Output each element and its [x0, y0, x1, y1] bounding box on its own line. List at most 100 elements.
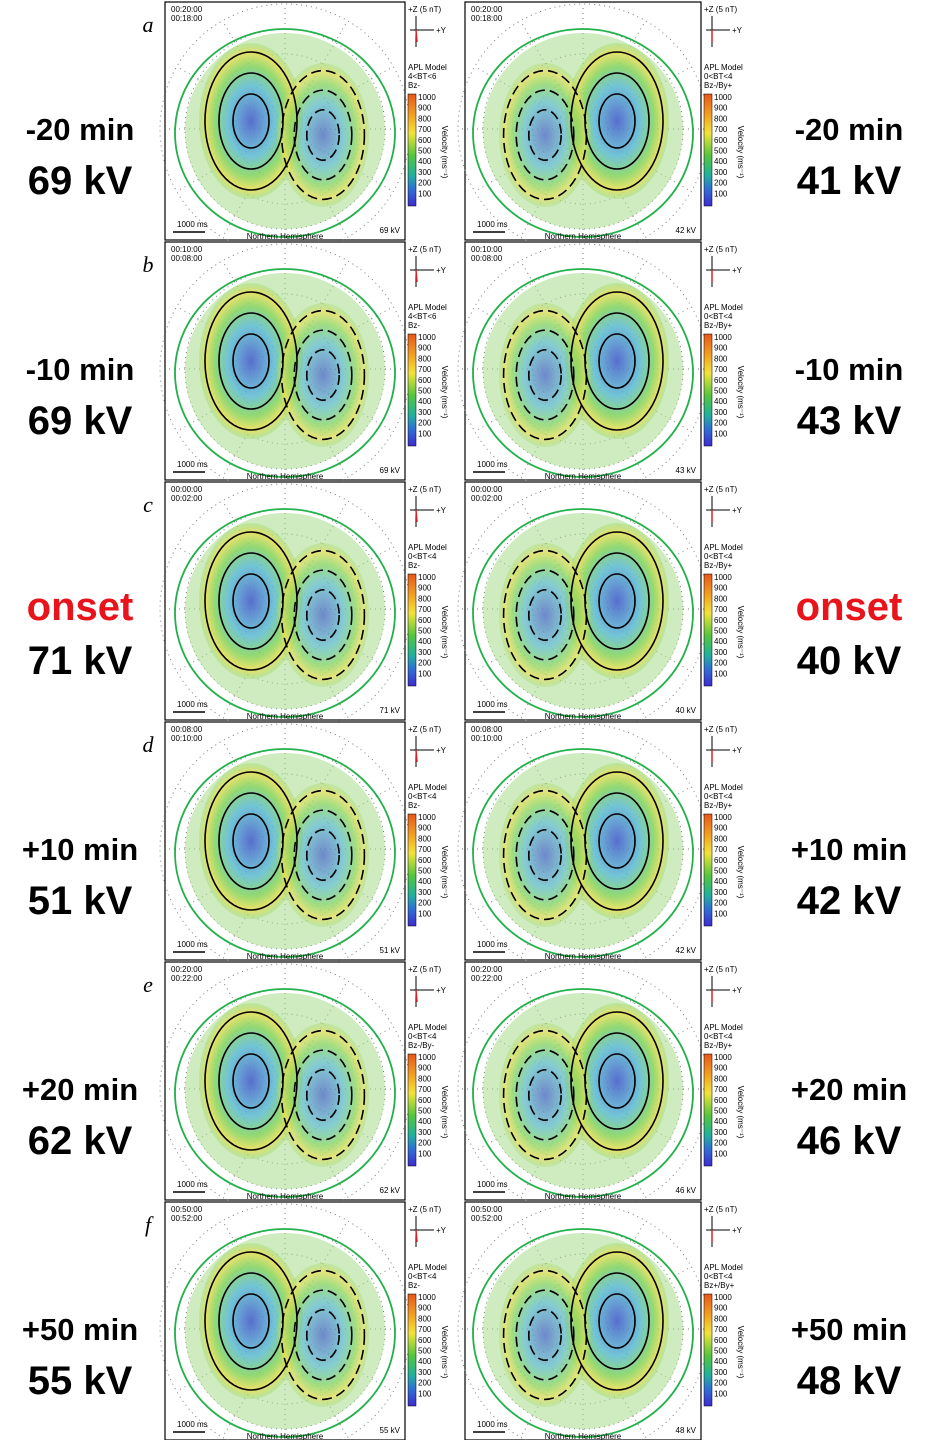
- colorbar: [408, 814, 416, 926]
- colorbar-tick: 800: [714, 594, 728, 603]
- time-start: 00:20:00: [171, 5, 203, 14]
- time-label: -10 min: [795, 352, 904, 387]
- colorbar-tick: 400: [418, 1357, 432, 1366]
- potential-inner: 69 kV: [380, 466, 401, 475]
- colorbar-tick: 100: [418, 1389, 432, 1398]
- imf-vector: [416, 1230, 417, 1242]
- colorbar-tick: 700: [714, 605, 728, 614]
- scale-label: 1000 ms: [477, 460, 508, 469]
- panel-letter: d: [143, 732, 155, 757]
- colorbar-title: Velocity (ms⁻¹): [736, 1326, 745, 1379]
- colorbar-tick: 600: [714, 856, 728, 865]
- time-start: 00:00:00: [171, 485, 203, 494]
- colorbar-tick: 200: [714, 899, 728, 908]
- colorbar-tick: 1000: [418, 573, 436, 582]
- imf-condition: Bz-: [408, 81, 420, 90]
- colorbar-tick: 300: [418, 408, 432, 417]
- colorbar-tick: 400: [418, 637, 432, 646]
- imf-condition: Bz-: [408, 321, 420, 330]
- time-start: 00:50:00: [171, 1205, 203, 1214]
- hemisphere: Northern Hemisphere: [545, 472, 622, 481]
- colorbar: [408, 574, 416, 686]
- colorbar-tick: 800: [714, 114, 728, 123]
- bt-range: 0<BT<4: [704, 1272, 733, 1281]
- hemisphere: Northern Hemisphere: [247, 1192, 324, 1201]
- colorbar-tick: 600: [418, 616, 432, 625]
- colorbar-tick: 1000: [418, 93, 436, 102]
- colorbar: [408, 1054, 416, 1166]
- hemisphere: Northern Hemisphere: [247, 232, 324, 241]
- imf-z: +Z (5 nT): [704, 485, 737, 494]
- colorbar-tick: 300: [418, 1368, 432, 1377]
- colorbar-tick: 500: [418, 1347, 432, 1356]
- colorbar-tick: 200: [418, 1379, 432, 1388]
- colorbar-tick: 100: [714, 1389, 728, 1398]
- colorbar-tick: 900: [714, 584, 728, 593]
- potential-inner: 55 kV: [380, 1426, 401, 1435]
- imf-y: +Y: [732, 506, 743, 515]
- imf-y: +Y: [436, 986, 447, 995]
- colorbar-tick: 1000: [418, 1053, 436, 1062]
- imf-y: +Y: [732, 1226, 743, 1235]
- colorbar-tick: 1000: [714, 813, 732, 822]
- colorbar-tick: 1000: [714, 93, 732, 102]
- potential-label: 48 kV: [797, 1359, 902, 1403]
- panel-letter: f: [145, 1212, 154, 1237]
- scale-label: 1000 ms: [477, 700, 508, 709]
- colorbar-tick: 500: [714, 1347, 728, 1356]
- colorbar-tick: 200: [418, 659, 432, 668]
- colorbar-tick: 200: [418, 1139, 432, 1148]
- imf-vector: [416, 990, 417, 1002]
- colorbar-tick: 100: [714, 1149, 728, 1158]
- colorbar-tick: 400: [714, 1357, 728, 1366]
- figure: a00:20:0000:18:001000 msNorthern Hemisph…: [0, 0, 938, 1440]
- time-end: 00:10:00: [471, 734, 503, 743]
- colorbar: [408, 94, 416, 206]
- colorbar-tick: 800: [418, 114, 432, 123]
- colorbar-tick: 800: [418, 1074, 432, 1083]
- colorbar-title: Velocity (ms⁻¹): [736, 846, 745, 899]
- colorbar-tick: 500: [418, 1107, 432, 1116]
- time-start: 00:20:00: [471, 5, 503, 14]
- scale-label: 1000 ms: [177, 1420, 208, 1429]
- imf-condition: Bz-/By-: [408, 1041, 435, 1050]
- colorbar-tick: 500: [714, 627, 728, 636]
- time-start: 00:10:00: [171, 245, 203, 254]
- colorbar-tick: 300: [714, 408, 728, 417]
- time-end: 00:22:00: [471, 974, 503, 983]
- colorbar-tick: 300: [714, 168, 728, 177]
- potential-inner: 43 kV: [676, 466, 697, 475]
- imf-z: +Z (5 nT): [704, 1205, 737, 1214]
- imf-z: +Z (5 nT): [408, 245, 441, 254]
- time-end: 00:52:00: [471, 1214, 503, 1223]
- colorbar-tick: 1000: [714, 573, 732, 582]
- model: APL Model: [408, 543, 447, 552]
- scale-label: 1000 ms: [177, 460, 208, 469]
- colorbar-tick: 100: [418, 909, 432, 918]
- colorbar-tick: 200: [714, 1379, 728, 1388]
- colorbar-tick: 300: [418, 648, 432, 657]
- colorbar-tick: 400: [418, 397, 432, 406]
- colorbar-tick: 700: [714, 845, 728, 854]
- potential-inner: 62 kV: [380, 1186, 401, 1195]
- time-label: -20 min: [795, 112, 904, 147]
- colorbar-tick: 300: [418, 888, 432, 897]
- potential-inner: 51 kV: [380, 946, 401, 955]
- colorbar-tick: 900: [418, 104, 432, 113]
- potential-inner: 71 kV: [380, 706, 401, 715]
- time-end: 00:10:00: [171, 734, 203, 743]
- colorbar-title: Velocity (ms⁻¹): [736, 126, 745, 179]
- colorbar-tick: 700: [714, 365, 728, 374]
- imf-y: +Y: [732, 266, 743, 275]
- colorbar-tick: 100: [418, 189, 432, 198]
- colorbar-tick: 900: [418, 824, 432, 833]
- scale-label: 1000 ms: [177, 1180, 208, 1189]
- potential-inner: 48 kV: [676, 1426, 697, 1435]
- colorbar-tick: 800: [418, 834, 432, 843]
- colorbar-tick: 800: [714, 354, 728, 363]
- colorbar-title: Velocity (ms⁻¹): [440, 366, 449, 419]
- colorbar-tick: 600: [418, 856, 432, 865]
- colorbar-title: Velocity (ms⁻¹): [440, 1326, 449, 1379]
- imf-y: +Y: [436, 506, 447, 515]
- panel-letter: c: [143, 492, 153, 517]
